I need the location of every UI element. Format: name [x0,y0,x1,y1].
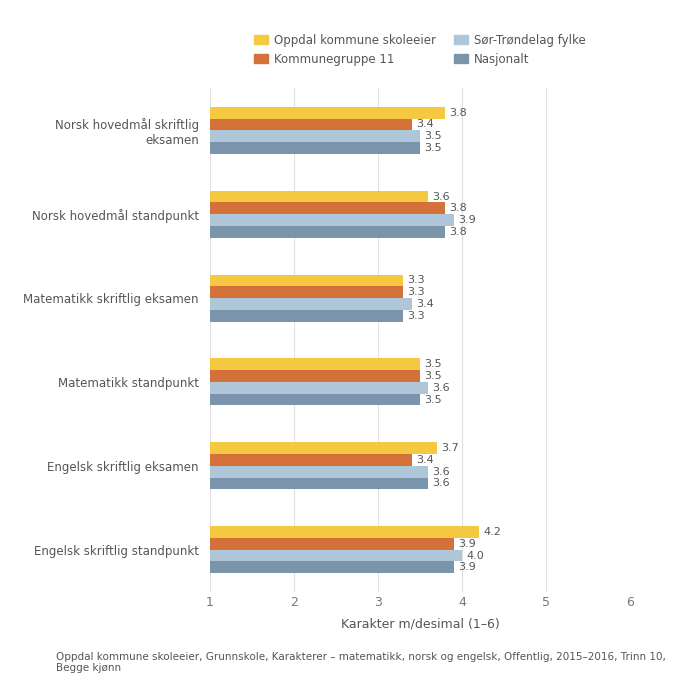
Text: 3.4: 3.4 [416,455,433,465]
Text: 4.2: 4.2 [483,527,501,537]
Bar [210,298,412,310]
Bar [210,382,428,394]
Text: 3.5: 3.5 [424,143,442,153]
Bar [210,214,454,226]
Text: 3.5: 3.5 [424,394,442,405]
Text: 3.5: 3.5 [424,131,442,141]
Text: 3.3: 3.3 [407,275,425,286]
Text: 3.5: 3.5 [424,371,442,381]
Legend: Oppdal kommune skoleeier, Kommunegruppe 11, Sør-Trøndelag fylke, Nasjonalt: Oppdal kommune skoleeier, Kommunegruppe … [254,34,586,66]
Bar [210,538,454,549]
Bar [210,562,454,573]
Text: 3.6: 3.6 [433,466,450,477]
Bar [210,466,428,477]
Bar [210,190,428,203]
Text: 3.8: 3.8 [449,107,467,118]
Bar [210,286,403,298]
Bar [210,310,403,322]
Bar [210,454,412,466]
Text: 3.6: 3.6 [433,192,450,201]
Bar [210,107,445,118]
Bar [210,131,420,142]
Bar [210,203,445,214]
Text: 3.8: 3.8 [449,203,467,214]
Text: 3.9: 3.9 [458,562,475,573]
Bar [210,477,428,490]
Text: 3.7: 3.7 [441,443,458,453]
Text: Oppdal kommune skoleeier, Grunnskole, Karakterer – matematikk, norsk og engelsk,: Oppdal kommune skoleeier, Grunnskole, Ka… [56,651,666,673]
Text: 3.9: 3.9 [458,539,475,549]
Text: 3.8: 3.8 [449,227,467,237]
Text: 3.6: 3.6 [433,383,450,393]
Bar [210,142,420,154]
X-axis label: Karakter m/desimal (1–6): Karakter m/desimal (1–6) [341,618,499,631]
Text: 3.5: 3.5 [424,359,442,369]
Bar [210,370,420,382]
Text: 3.3: 3.3 [407,287,425,297]
Text: 3.9: 3.9 [458,215,475,225]
Text: 4.0: 4.0 [466,551,484,560]
Bar [210,275,403,286]
Text: 3.4: 3.4 [416,299,433,309]
Text: 3.3: 3.3 [407,311,425,321]
Bar [210,526,479,538]
Text: 3.6: 3.6 [433,479,450,488]
Bar [210,442,437,454]
Bar [210,394,420,405]
Text: 3.4: 3.4 [416,120,433,129]
Bar [210,118,412,131]
Bar [210,549,462,562]
Bar [210,226,445,238]
Bar [210,358,420,370]
